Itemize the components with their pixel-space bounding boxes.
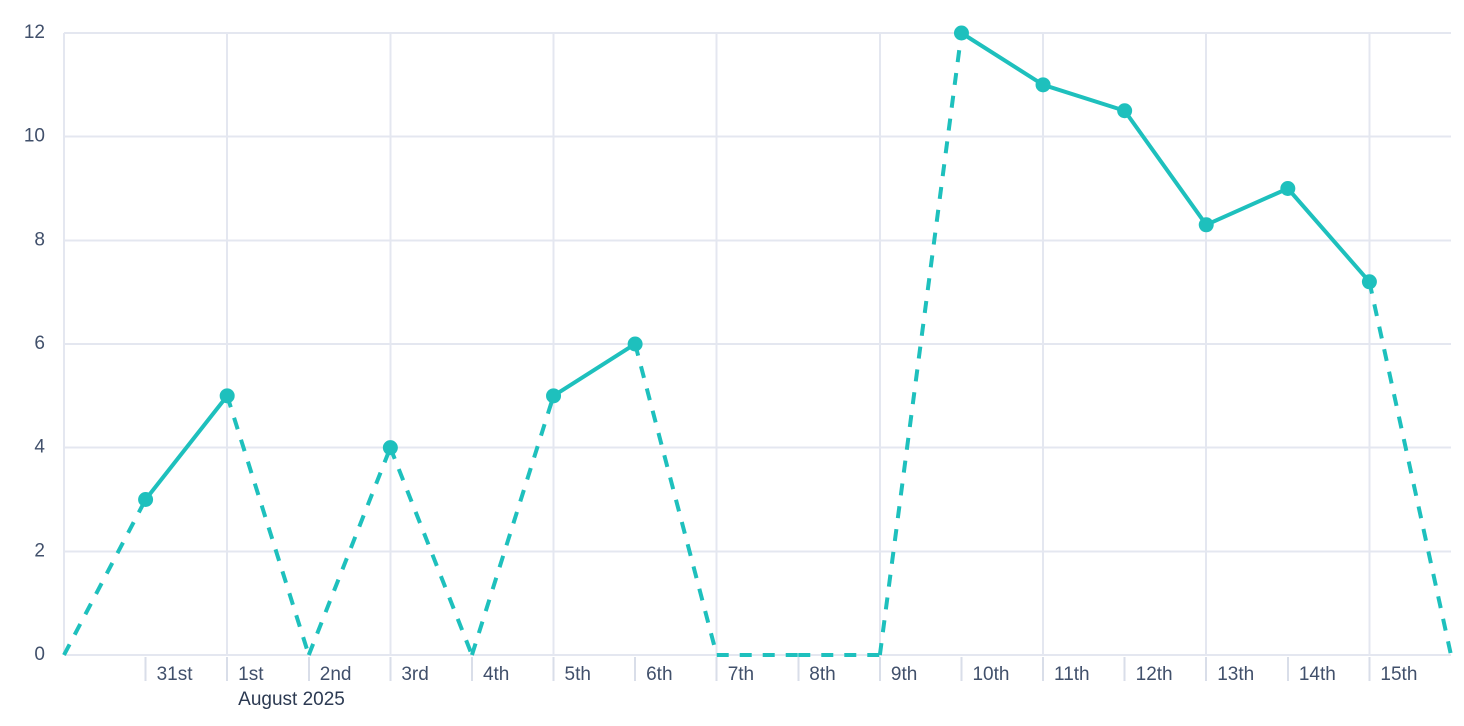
data-point-marker[interactable] bbox=[627, 336, 643, 352]
x-axis-tick-label: 31st bbox=[157, 664, 194, 685]
x-axis-tick-label: 13th bbox=[1217, 664, 1254, 685]
x-axis-tick-labels: 31st 1st August 2025 2nd 3rd 4th 5th 6th 7th 8th 9… bbox=[157, 664, 1418, 710]
x-axis-tick-marks bbox=[144, 657, 1371, 681]
x-axis-period-label: August 2025 bbox=[238, 689, 345, 710]
data-point-marker[interactable] bbox=[1280, 181, 1296, 196]
y-axis-tick-label: 12 bbox=[24, 22, 45, 43]
series-line-paths bbox=[62, 31, 1453, 657]
data-point-marker[interactable] bbox=[1361, 274, 1377, 290]
x-axis-tick-label: 6th bbox=[646, 664, 672, 685]
data-point-marker[interactable] bbox=[546, 388, 562, 404]
y-axis-tick-label: 2 bbox=[34, 540, 45, 561]
data-point-marker[interactable] bbox=[138, 492, 154, 507]
x-axis-tick-label: 1st bbox=[238, 664, 264, 685]
series-line-solid-actual bbox=[143, 31, 1372, 502]
y-axis-tick-label: 10 bbox=[24, 126, 45, 147]
x-axis-tick-label: 11th bbox=[1054, 664, 1090, 685]
x-axis-tick-label: 14th bbox=[1299, 664, 1336, 685]
data-point-marker[interactable] bbox=[1117, 103, 1133, 119]
x-axis-tick-label: 3rd bbox=[401, 664, 428, 685]
vertical-gridlines bbox=[63, 33, 1371, 655]
y-axis-tick-label: 8 bbox=[34, 229, 45, 250]
data-point-marker[interactable] bbox=[219, 388, 235, 404]
y-axis-tick-label: 0 bbox=[34, 644, 45, 665]
y-axis-tick-label: 4 bbox=[34, 437, 45, 458]
x-axis-tick-label: 4th bbox=[483, 664, 509, 685]
x-axis-tick-label: 5th bbox=[565, 664, 591, 685]
x-axis-tick-label: 10th bbox=[972, 664, 1009, 685]
y-axis-tick-label: 6 bbox=[34, 333, 45, 354]
horizontal-gridlines bbox=[64, 32, 1451, 656]
data-point-marker[interactable] bbox=[1035, 77, 1051, 93]
x-axis-tick-label: 15th bbox=[1380, 664, 1417, 685]
x-axis-tick-label: 2nd bbox=[320, 664, 352, 685]
data-point-marker[interactable] bbox=[382, 440, 398, 456]
x-axis-tick-label: 12th bbox=[1136, 664, 1173, 685]
y-axis-tick-labels: 0 2 4 6 8 10 12 bbox=[24, 22, 46, 665]
data-point-marker[interactable] bbox=[953, 25, 969, 41]
data-point-marker[interactable] bbox=[1198, 217, 1214, 233]
x-axis-tick-label: 7th bbox=[728, 664, 754, 685]
x-axis-tick-label: 9th bbox=[891, 664, 917, 685]
x-axis-tick-label: 8th bbox=[809, 664, 835, 685]
series-data-point-markers bbox=[138, 25, 1377, 507]
